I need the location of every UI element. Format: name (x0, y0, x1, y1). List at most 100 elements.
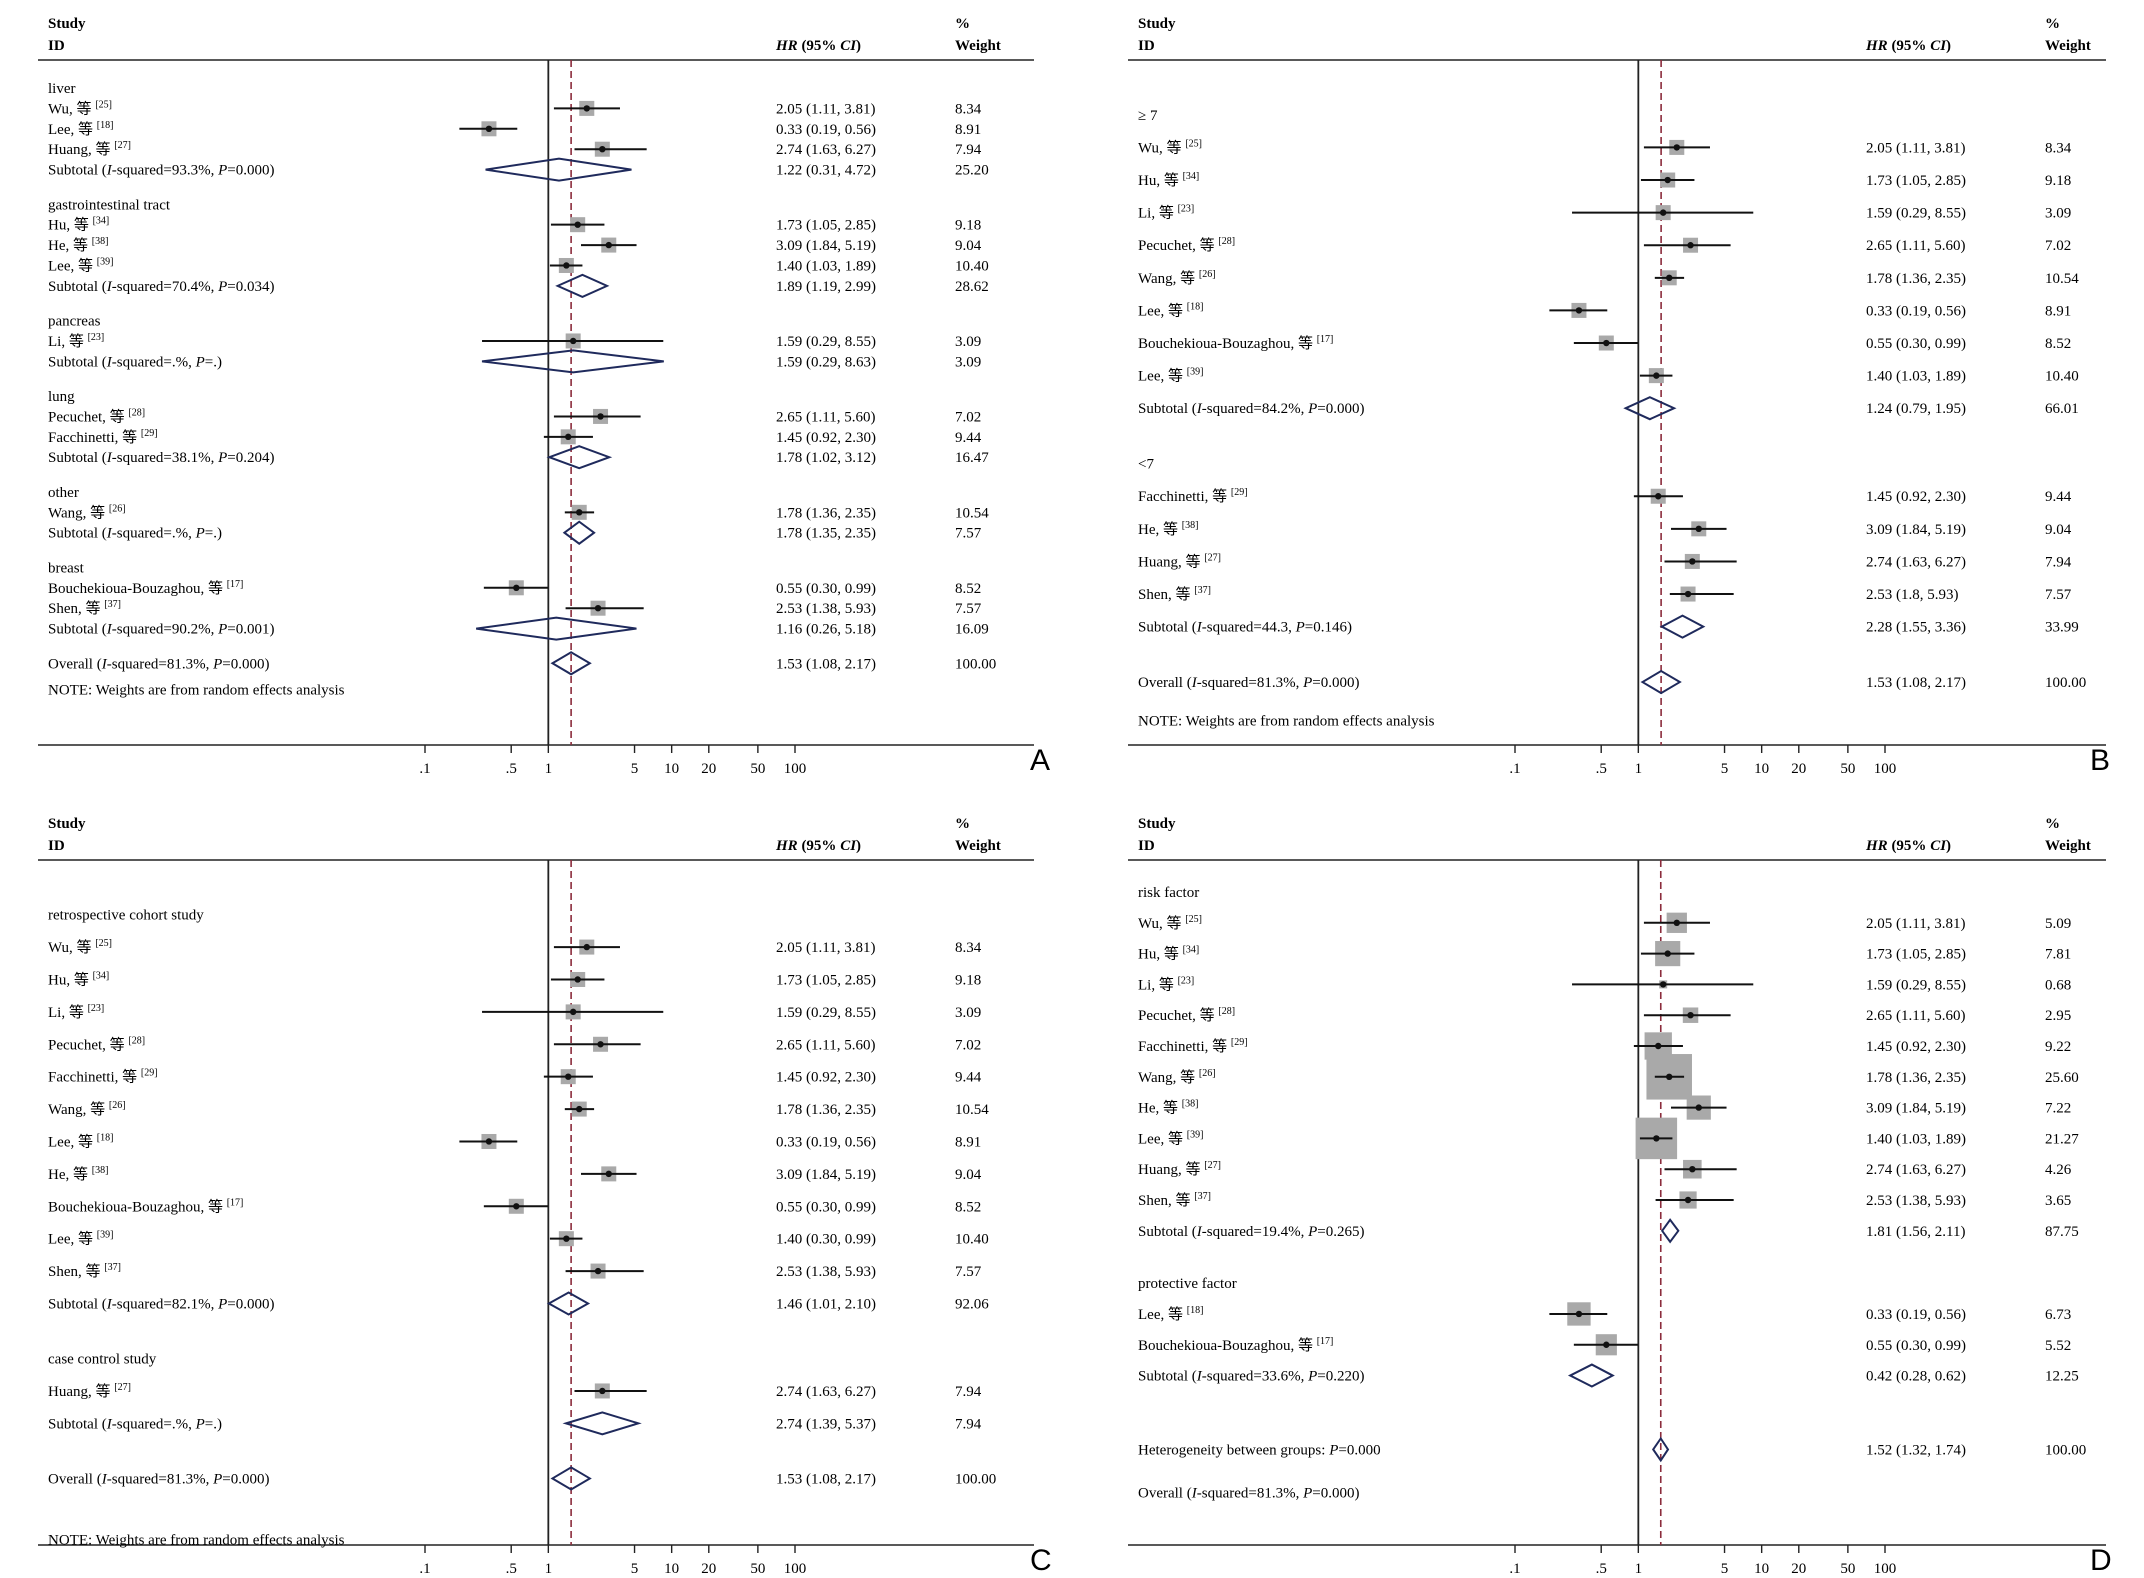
subtotal-weight: 3.09 (955, 354, 981, 370)
study-point (599, 1387, 606, 1395)
study-point (565, 433, 572, 441)
study-label: Huang, 等 [27] (48, 140, 131, 158)
study-hr-ci: 0.33 (0.19, 0.56) (776, 1134, 876, 1150)
header-hr-ci: HR (95% CI) (775, 838, 861, 854)
study-label: Hu, 等 [34] (1138, 171, 1199, 189)
study-weight: 7.94 (2045, 554, 2072, 570)
study-point (1689, 558, 1696, 565)
study-weight: 7.57 (955, 1264, 982, 1280)
study-point (563, 1235, 570, 1242)
study-hr-ci: 1.40 (1.03, 1.89) (1866, 369, 1966, 385)
study-label: Lee, 等 [39] (48, 1230, 113, 1248)
subtotal-label: Subtotal (I-squared=.%, P=.) (48, 354, 222, 370)
subtotal-hr-ci: 1.78 (1.02, 3.12) (776, 450, 876, 466)
study-point (1575, 1310, 1583, 1318)
subtotal-label: Subtotal (I-squared=38.1%, P=0.204) (48, 450, 275, 466)
axis-tick-label: 50 (750, 1561, 765, 1577)
study-label: Li, 等 [23] (1138, 204, 1194, 222)
study-point (1603, 339, 1610, 347)
study-weight: 7.94 (955, 142, 982, 158)
study-label: Facchinetti, 等 [29] (1138, 1037, 1248, 1055)
subtotal-hr-ci: 1.89 (1.19, 2.99) (776, 279, 876, 295)
study-hr-ci: 1.78 (1.36, 2.35) (776, 1102, 876, 1118)
subtotal-label: Subtotal (I-squared=.%, P=.) (48, 526, 222, 542)
study-weight: 10.40 (955, 258, 989, 274)
header-pct: % (2045, 816, 2060, 832)
header-id: ID (48, 838, 65, 854)
subtotal-label: Subtotal (I-squared=93.3%, P=0.000) (48, 163, 275, 179)
study-weight: 5.09 (2045, 916, 2071, 932)
study-hr-ci: 2.05 (1.11, 3.81) (1866, 140, 1965, 156)
heterogeneity-diamond (1651, 1436, 1670, 1463)
axis-tick-label: .5 (1596, 761, 1607, 777)
study-weight: 10.54 (955, 505, 989, 521)
study-label: Hu, 等 [34] (48, 970, 109, 988)
subtotal-diamond (1567, 1363, 1615, 1388)
forest-panel-c: Study ID HR (95% CI)% Weight .1 .5 1 5 10 20 50 100… (38, 816, 1034, 1577)
study-point (569, 1008, 577, 1016)
subtotal-weight: 12.25 (2045, 1369, 2079, 1385)
subtotal-label: Subtotal (I-squared=19.4%, P=0.265) (1138, 1224, 1365, 1240)
subgroup-label: <7 (1138, 457, 1154, 473)
study-point (576, 509, 583, 516)
subtotal-label: Subtotal (I-squared=70.4%, P=0.034) (48, 279, 275, 295)
study-label: Wu, 等 [25] (48, 99, 112, 117)
subtotal-diamond (1660, 1218, 1680, 1244)
subtotal-hr-ci: 1.81 (1.56, 2.11) (1866, 1224, 1965, 1240)
study-label: He, 等 [38] (1138, 520, 1198, 538)
study-weight: 0.68 (2045, 977, 2071, 993)
study-weight: 10.40 (2045, 369, 2079, 385)
study-point (1655, 1042, 1662, 1050)
study-label: Wu, 等 [25] (1138, 914, 1202, 932)
subgroup-label: lung (48, 389, 75, 405)
study-point (1653, 372, 1660, 379)
study-weight: 8.52 (955, 1199, 981, 1215)
axis-tick-label: 5 (1721, 1561, 1729, 1577)
subtotal-weight: 7.57 (955, 526, 982, 542)
subtotal-label: Subtotal (I-squared=.%, P=.) (48, 1416, 222, 1432)
study-label: He, 等 [38] (1138, 1099, 1198, 1117)
study-label: Lee, 等 [18] (1138, 301, 1203, 319)
study-hr-ci: 2.65 (1.11, 5.60) (1866, 238, 1965, 254)
study-weight: 9.44 (955, 1070, 982, 1086)
header-hr-ci: HR (95% CI) (1865, 38, 1951, 54)
axis-tick-label: 5 (631, 1561, 639, 1577)
study-point (597, 1041, 604, 1048)
study-label: Huang, 等 [27] (48, 1382, 131, 1400)
study-weight: 8.91 (955, 1134, 981, 1150)
study-weight: 4.26 (2045, 1162, 2072, 1178)
study-weight: 7.94 (955, 1384, 982, 1400)
study-weight: 3.65 (2045, 1193, 2071, 1209)
study-point (1684, 1196, 1692, 1204)
study-point (1673, 919, 1680, 926)
study-weight: 3.09 (2045, 206, 2071, 222)
study-hr-ci: 3.09 (1.84, 5.19) (1866, 1101, 1966, 1117)
subtotal-diamond (1623, 396, 1677, 421)
subtotal-hr-ci: 1.16 (0.26, 5.18) (776, 622, 876, 638)
subtotal-hr-ci: 1.46 (1.01, 2.10) (776, 1296, 876, 1312)
study-point (576, 1105, 583, 1113)
study-point (1687, 1012, 1694, 1019)
study-weight: 7.57 (2045, 587, 2072, 603)
header-hr-ci: HR (95% CI) (1865, 838, 1951, 854)
study-point (583, 943, 590, 951)
study-label: Wang, 等 [26] (48, 1100, 126, 1118)
study-label: Wang, 等 [26] (48, 503, 126, 521)
axis-tick-label: 100 (784, 761, 807, 777)
study-point (513, 1203, 520, 1210)
overall-weight: 100.00 (955, 1471, 996, 1487)
study-label: He, 等 [38] (48, 236, 108, 254)
subtotal-hr-ci: 2.74 (1.39, 5.37) (776, 1416, 876, 1432)
subtotal-diamond (485, 157, 632, 182)
study-label: Hu, 等 [34] (48, 216, 109, 234)
header-pct: % (955, 16, 970, 32)
overall-hr-ci: 1.53 (1.08, 2.17) (1866, 675, 1966, 691)
study-point (599, 146, 606, 153)
study-hr-ci: 2.53 (1.38, 5.93) (776, 1264, 876, 1280)
study-hr-ci: 2.74 (1.63, 6.27) (776, 1384, 876, 1400)
study-point (597, 413, 604, 420)
study-point (565, 1073, 572, 1080)
subtotal-weight: 28.62 (955, 279, 989, 295)
study-hr-ci: 1.45 (0.92, 2.30) (1866, 1039, 1966, 1055)
